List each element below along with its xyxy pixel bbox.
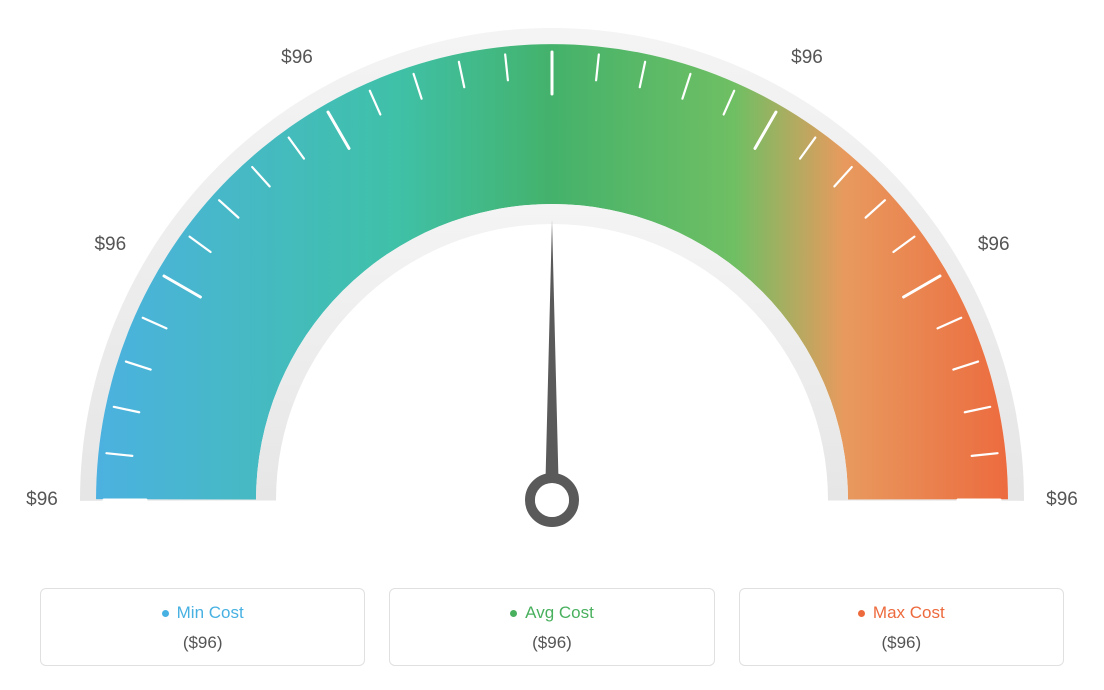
legend-label-max: Max Cost (873, 603, 945, 623)
gauge-tick-label: $96 (1046, 489, 1078, 511)
legend-title-min: Min Cost (162, 603, 244, 623)
legend-dot-avg (510, 610, 517, 617)
gauge-tick-label: $96 (536, 0, 568, 1)
legend-value-max: ($96) (740, 633, 1063, 653)
legend-card-avg: Avg Cost ($96) (389, 588, 714, 666)
legend-card-min: Min Cost ($96) (40, 588, 365, 666)
gauge-tick-label: $96 (978, 234, 1010, 256)
gauge-tick-label: $96 (94, 234, 126, 256)
legend-title-avg: Avg Cost (510, 603, 594, 623)
gauge-tick-label: $96 (791, 47, 823, 69)
legend-row: Min Cost ($96) Avg Cost ($96) Max Cost (… (40, 588, 1064, 666)
legend-dot-min (162, 610, 169, 617)
legend-dot-max (858, 610, 865, 617)
legend-title-max: Max Cost (858, 603, 945, 623)
gauge-tick-label: $96 (281, 47, 313, 69)
legend-value-avg: ($96) (390, 633, 713, 653)
legend-label-min: Min Cost (177, 603, 244, 623)
gauge-svg (0, 0, 1104, 570)
legend-label-avg: Avg Cost (525, 603, 594, 623)
gauge-tick-label: $96 (26, 489, 58, 511)
legend-value-min: ($96) (41, 633, 364, 653)
gauge-chart: $96 $96 $96 $96 $96 $96 $96 (0, 0, 1104, 570)
legend-card-max: Max Cost ($96) (739, 588, 1064, 666)
